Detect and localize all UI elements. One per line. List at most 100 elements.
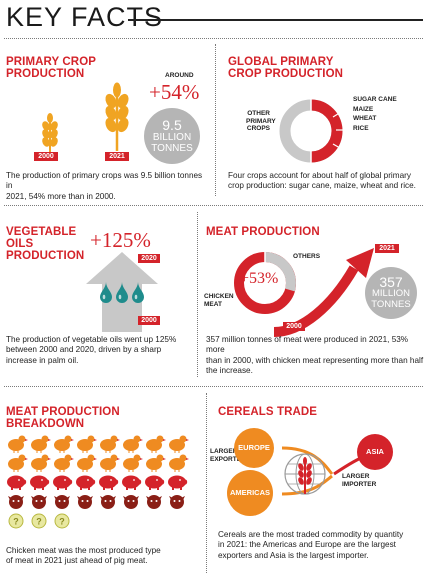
crop-label: RICE: [353, 124, 369, 132]
text-line: Four crops account for about half of glo…: [228, 171, 411, 180]
heading-line: GLOBAL PRIMARY: [228, 56, 334, 68]
text-line: The production of vegetable oils went up…: [6, 335, 177, 344]
around-label: AROUND: [165, 72, 194, 79]
others-label: OTHERS: [293, 253, 321, 260]
meat-production-text: 357 million tonnes of meat were produced…: [206, 335, 424, 377]
label-line: CHICKEN: [204, 293, 234, 300]
heading-line: OILS: [6, 238, 34, 250]
americas-label: AMERICAS: [229, 488, 270, 497]
other-crops-label: OTHER PRIMARY CROPS: [246, 110, 276, 133]
chicken-icon: [100, 435, 120, 453]
separator-row3: [4, 386, 423, 387]
chicken-icon: [77, 435, 97, 453]
text-line: Cereals are the most traded commodity by…: [218, 530, 404, 539]
pig-icon: [53, 475, 73, 490]
pig-icon: [99, 475, 119, 490]
text-line: of meat in 2021 just ahead of pig meat.: [6, 556, 148, 566]
chicken-icon: [8, 435, 28, 453]
crop-label: MAIZE: [353, 105, 374, 113]
chicken-icon: [146, 435, 166, 453]
meat-production-heading: MEAT PRODUCTION: [206, 226, 320, 238]
cow-icon: [100, 495, 116, 509]
label-line: PRIMARY: [246, 117, 276, 125]
pig-icon: [76, 475, 96, 490]
cereals-trade-heading: CEREALS TRADE: [218, 406, 318, 418]
chicken-meat-label: CHICKEN MEAT: [204, 293, 234, 308]
circle-value: 9.5: [162, 117, 182, 133]
pig-icon: [145, 475, 165, 490]
chicken-icon: [146, 454, 166, 472]
circle-value: 357: [379, 274, 403, 290]
year-2000-badge: 2000: [283, 322, 305, 331]
wheat-globe-icon: [284, 453, 326, 495]
text-line: than in 2000, with chicken meat represen…: [206, 355, 424, 365]
vegetable-oils-text: The production of vegetable oils went up…: [6, 335, 191, 366]
circle-unit: MILLION: [371, 288, 410, 299]
pig-icon: [30, 475, 50, 490]
crop-label: SUGAR CANE: [353, 96, 397, 103]
text-line: between 2000 and 2020, driven by a sharp: [6, 345, 162, 355]
text-line: exporters and Asia is the largest import…: [218, 550, 369, 560]
heading-line: PRODUCTION: [6, 68, 85, 80]
text-line: in 2021: the Americas and Europe are the…: [218, 540, 396, 550]
billion-tonnes-circle: 9.5 BILLION TONNES: [144, 108, 200, 164]
chicken-icon: [123, 454, 143, 472]
label-line: LARGER: [210, 448, 238, 455]
pig-icon: [168, 475, 188, 490]
year-2021-badge: 2021: [105, 152, 129, 161]
pig-icon: [7, 475, 27, 490]
label-line: IMPORTER: [342, 480, 377, 488]
separator-row1: [4, 38, 423, 39]
year-2000-badge: 2000: [138, 316, 160, 325]
heading-line: VEGETABLE: [6, 226, 77, 238]
circle-unit: TONNES: [151, 143, 193, 154]
meat-breakdown-text: Chicken meat was the most produced type …: [6, 546, 196, 567]
pig-icon: [122, 475, 142, 490]
europe-circle: EUROPE: [234, 428, 274, 468]
primary-crop-pct: +54%: [149, 80, 200, 104]
svg-text:?: ?: [36, 517, 42, 527]
year-2000-badge: 2000: [34, 152, 58, 161]
separator-col-row1: [215, 44, 216, 196]
chicken-icon: [77, 454, 97, 472]
text-line: increase in palm oil.: [6, 355, 79, 365]
cow-icon: [8, 495, 24, 509]
oil-drops-icon: [100, 282, 144, 303]
cereals-trade-text: Cereals are the most traded commodity by…: [218, 530, 423, 561]
svg-text:?: ?: [13, 517, 19, 527]
vegetable-oils-pct: +125%: [90, 228, 151, 252]
vegetable-oils-heading: VEGETABLE OILS PRODUCTION: [6, 226, 84, 262]
wheat-2021-icon: [105, 82, 129, 151]
title-rule: [128, 19, 423, 21]
year-2020-badge: 2020: [138, 254, 160, 263]
other-icon: ?: [54, 513, 70, 529]
label-line: LARGER: [342, 473, 370, 480]
text-line: crop production: sugar cane, maize, whea…: [228, 181, 416, 191]
chicken-icon: [31, 435, 51, 453]
label-line: EXPORTERS: [210, 455, 251, 463]
circle-unit: BILLION: [152, 132, 192, 143]
separator-col-row2: [197, 212, 198, 377]
cow-icon: [169, 495, 185, 509]
meat-share-donut: [234, 251, 296, 314]
larger-exporters-label: LARGER EXPORTERS: [210, 448, 250, 463]
europe-label: EUROPE: [238, 443, 270, 452]
heading-line: CROP PRODUCTION: [228, 68, 344, 80]
label-line: CROPS: [246, 125, 270, 132]
cow-icon: [31, 495, 47, 509]
crop-share-donut: [279, 99, 343, 163]
other-icon: ?: [31, 513, 47, 529]
text-line: the increase.: [206, 366, 253, 376]
asia-circle: ASIA: [357, 434, 393, 470]
heading-line: MEAT PRODUCTION: [6, 406, 120, 418]
text-line: The production of primary crops was 9.5 …: [6, 171, 203, 191]
other-icon: ?: [8, 513, 24, 529]
primary-crop-text: The production of primary crops was 9.5 …: [6, 171, 206, 202]
asia-label: ASIA: [366, 447, 384, 456]
chicken-icon: [169, 454, 189, 472]
text-line: 357 million tonnes of meat were produced…: [206, 335, 409, 355]
global-primary-heading: GLOBAL PRIMARY CROP PRODUCTION: [228, 56, 343, 80]
chicken-icon: [123, 435, 143, 453]
heading-line: BREAKDOWN: [6, 418, 85, 430]
cow-icon: [123, 495, 139, 509]
